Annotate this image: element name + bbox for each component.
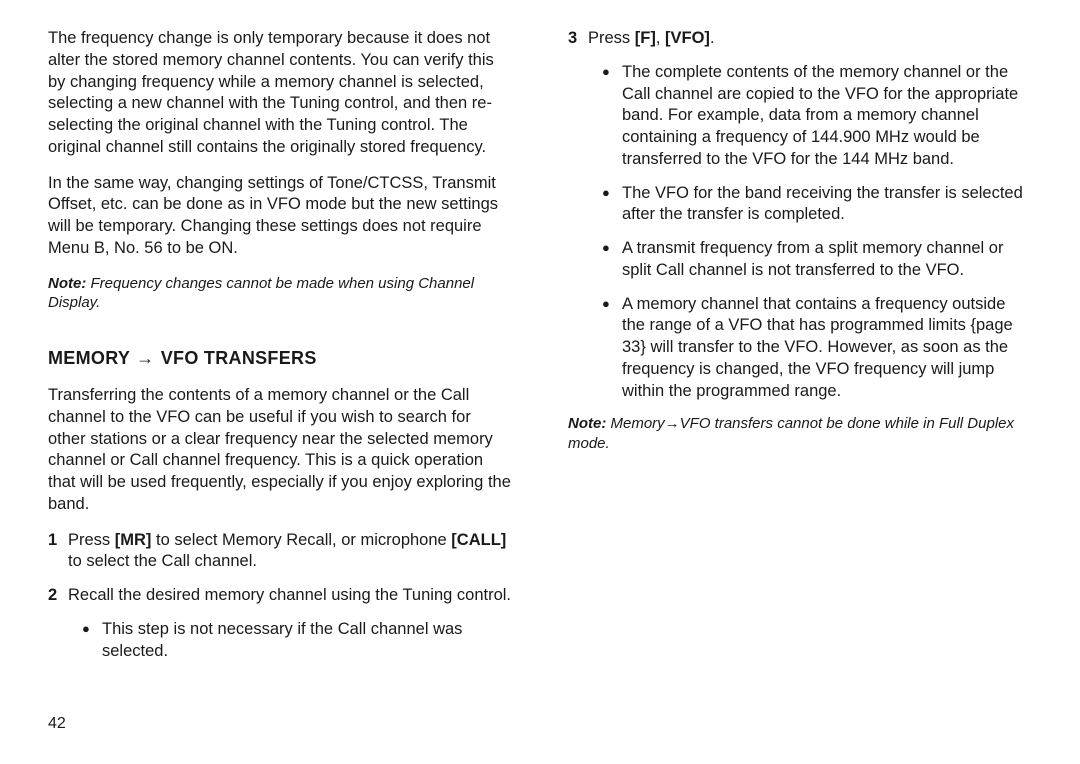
- page-number: 42: [48, 713, 66, 734]
- step-2-sublist: ● This step is not necessary if the Call…: [82, 619, 512, 663]
- bullet-text: A memory channel that contains a frequen…: [622, 294, 1032, 403]
- step-1: 1 Press [MR] to select Memory Recall, or…: [48, 530, 512, 574]
- right-column: 3 Press [F], [VFO]. ● The complete conte…: [568, 28, 1032, 674]
- text-fragment: ,: [656, 29, 665, 47]
- bullet-text: This step is not necessary if the Call c…: [102, 619, 512, 663]
- list-item: ● The VFO for the band receiving the tra…: [602, 183, 1032, 227]
- bullet-text: The VFO for the band receiving the trans…: [622, 183, 1032, 227]
- step-text: Press [MR] to select Memory Recall, or m…: [68, 530, 512, 574]
- text-fragment: Press: [68, 531, 115, 549]
- note-full-duplex: Note: Memory→VFO transfers cannot be don…: [568, 414, 1032, 454]
- bullet-icon: ●: [602, 238, 622, 282]
- bullet-icon: ●: [82, 619, 102, 663]
- list-item: ● The complete contents of the memory ch…: [602, 62, 1032, 171]
- text-fragment: to select Memory Recall, or microphone: [151, 531, 451, 549]
- key-call: [CALL]: [451, 531, 506, 549]
- list-item: ● A transmit frequency from a split memo…: [602, 238, 1032, 282]
- left-column: The frequency change is only temporary b…: [48, 28, 512, 674]
- list-item: ● A memory channel that contains a frequ…: [602, 294, 1032, 403]
- note-label: Note:: [48, 275, 86, 292]
- key-f: [F]: [635, 29, 656, 47]
- text-fragment: Press: [588, 29, 635, 47]
- step-3: 3 Press [F], [VFO].: [568, 28, 1032, 50]
- step-number: 2: [48, 585, 68, 607]
- note-text: Frequency changes cannot be made when us…: [48, 275, 474, 312]
- heading-pre: MEMORY: [48, 348, 135, 368]
- bullet-text: A transmit frequency from a split memory…: [622, 238, 1032, 282]
- step-number: 1: [48, 530, 68, 574]
- heading-post: VFO TRANSFERS: [155, 348, 316, 368]
- paragraph-transfer-intro: Transferring the contents of a memory ch…: [48, 385, 512, 516]
- key-vfo: [VFO]: [665, 29, 710, 47]
- step-number: 3: [568, 28, 588, 50]
- key-mr: [MR]: [115, 531, 152, 549]
- right-arrow-icon: →: [136, 347, 154, 371]
- text-fragment: .: [710, 29, 715, 47]
- bullet-icon: ●: [602, 294, 622, 403]
- step-3-sublist: ● The complete contents of the memory ch…: [602, 62, 1032, 403]
- step-text: Recall the desired memory channel using …: [68, 585, 512, 607]
- heading-memory-vfo-transfers: MEMORY → VFO TRANSFERS: [48, 347, 512, 371]
- list-item: ● This step is not necessary if the Call…: [82, 619, 512, 663]
- note-label: Note:: [568, 415, 606, 432]
- step-2: 2 Recall the desired memory channel usin…: [48, 585, 512, 607]
- bullet-icon: ●: [602, 183, 622, 227]
- paragraph-temporary-change: The frequency change is only temporary b…: [48, 28, 512, 159]
- page-content: The frequency change is only temporary b…: [48, 28, 1032, 674]
- paragraph-tone-ctcss: In the same way, changing settings of To…: [48, 173, 512, 260]
- note-text: Memory→VFO transfers cannot be done whil…: [568, 415, 1014, 452]
- bullet-text: The complete contents of the memory chan…: [622, 62, 1032, 171]
- step-text: Press [F], [VFO].: [588, 28, 1032, 50]
- bullet-icon: ●: [602, 62, 622, 171]
- note-channel-display: Note: Frequency changes cannot be made w…: [48, 274, 512, 314]
- text-fragment: to select the Call channel.: [68, 552, 257, 570]
